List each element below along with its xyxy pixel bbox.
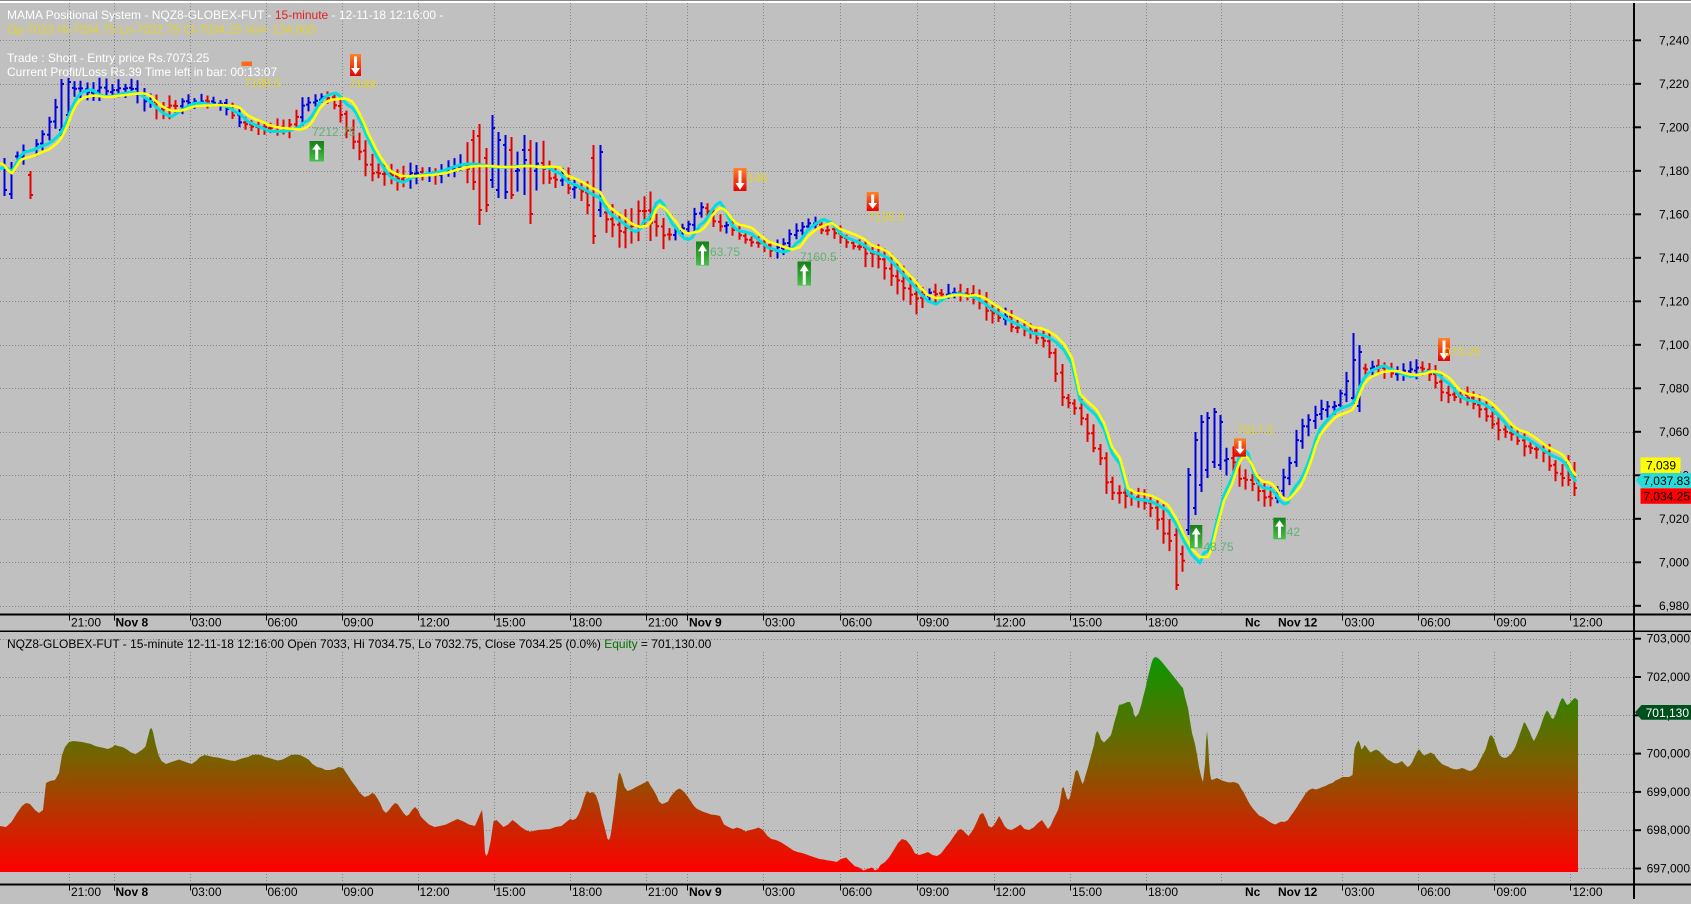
svg-text:18:00: 18:00 (1148, 885, 1178, 899)
svg-text:12:00: 12:00 (420, 885, 450, 899)
svg-text:7,200: 7,200 (1659, 120, 1689, 134)
svg-text:Op-7033 Hi-7034.75 Lo-7032.7: Op-7033 Hi-7034.75 Lo-7032.75 Cl-7034.25… (7, 23, 316, 37)
svg-text:701,130: 701,130 (1646, 706, 1690, 720)
svg-text:7,140: 7,140 (1659, 251, 1689, 265)
svg-text:21:00: 21:00 (648, 885, 678, 899)
svg-text:03:00: 03:00 (1345, 885, 1375, 899)
svg-text:18:00: 18:00 (1148, 616, 1178, 630)
svg-text:7,240: 7,240 (1659, 33, 1689, 47)
svg-text:09:00: 09:00 (344, 885, 374, 899)
svg-text:7135.5: 7135.5 (868, 210, 905, 224)
svg-text:12:00: 12:00 (1573, 885, 1603, 899)
svg-text:700,000: 700,000 (1647, 747, 1691, 761)
svg-text:Trade : Short - Entry price Rs: Trade : Short - Entry price Rs.7073.25 (7, 51, 210, 65)
svg-text:698,000: 698,000 (1647, 823, 1691, 837)
svg-text:63.75: 63.75 (710, 245, 740, 259)
svg-text:146: 146 (748, 171, 768, 185)
svg-text:Nov 8: Nov 8 (116, 885, 149, 899)
svg-text:48.75: 48.75 (1204, 540, 1234, 554)
svg-text:03:00: 03:00 (765, 616, 795, 630)
svg-text:03:00: 03:00 (192, 885, 222, 899)
svg-text:7,180: 7,180 (1659, 164, 1689, 178)
svg-text:15:00: 15:00 (496, 616, 526, 630)
svg-text:15:00: 15:00 (1072, 616, 1102, 630)
svg-text:15:00: 15:00 (496, 885, 526, 899)
svg-text:7,100: 7,100 (1659, 338, 1689, 352)
svg-text:702,000: 702,000 (1647, 670, 1691, 684)
svg-text:09:00: 09:00 (919, 616, 949, 630)
svg-text:42: 42 (1287, 525, 1301, 539)
svg-text:21:00: 21:00 (648, 616, 678, 630)
svg-text:7,039: 7,039 (1646, 459, 1676, 473)
svg-text:06:00: 06:00 (268, 885, 298, 899)
svg-text:7,160: 7,160 (1659, 207, 1689, 221)
svg-text:12:00: 12:00 (420, 616, 450, 630)
svg-text:7,080: 7,080 (1659, 381, 1689, 395)
svg-text:21:00: 21:00 (71, 885, 101, 899)
svg-text:Nov 9: Nov 9 (689, 616, 722, 630)
svg-text:7,020: 7,020 (1659, 512, 1689, 526)
svg-text:7160.5: 7160.5 (800, 250, 837, 264)
svg-text:09:00: 09:00 (1497, 885, 1527, 899)
svg-text:12:00: 12:00 (996, 616, 1026, 630)
svg-text:18:00: 18:00 (572, 885, 602, 899)
svg-text:Nc: Nc (1245, 616, 1261, 630)
svg-text:7,034.25: 7,034.25 (1643, 490, 1690, 504)
svg-text:18:00: 18:00 (572, 616, 602, 630)
svg-text:703,000: 703,000 (1647, 632, 1691, 646)
svg-text:697,000: 697,000 (1647, 862, 1691, 876)
svg-text:MAMA Positional System - NQZ8-: MAMA Positional System - NQZ8-GLOBEX-FUT… (7, 8, 443, 22)
svg-text:Nov 12: Nov 12 (1278, 616, 1318, 630)
svg-text:7,220: 7,220 (1659, 77, 1689, 91)
svg-text:09:00: 09:00 (1497, 616, 1527, 630)
svg-text:7,000: 7,000 (1659, 555, 1689, 569)
svg-text:06:00: 06:00 (1421, 885, 1451, 899)
svg-text:06:00: 06:00 (842, 616, 872, 630)
svg-text:699,000: 699,000 (1647, 785, 1691, 799)
svg-text:NQZ8-GLOBEX-FUT - 15-minute 12: NQZ8-GLOBEX-FUT - 15-minute 12-11-18 12:… (7, 637, 712, 651)
svg-text:06:00: 06:00 (842, 885, 872, 899)
svg-text:7017.5: 7017.5 (1237, 423, 1274, 437)
svg-text:03:00: 03:00 (192, 616, 222, 630)
svg-text:7199: 7199 (349, 77, 376, 91)
svg-text:Nov 12: Nov 12 (1278, 885, 1318, 899)
svg-text:06:00: 06:00 (268, 616, 298, 630)
svg-text:073.25: 073.25 (1444, 345, 1481, 359)
svg-text:7212.75: 7212.75 (312, 125, 356, 139)
svg-text:21:00: 21:00 (71, 616, 101, 630)
svg-text:09:00: 09:00 (919, 885, 949, 899)
svg-text:Current Profit/Loss Rs.39 Time: Current Profit/Loss Rs.39 Time left in b… (7, 65, 277, 79)
svg-text:03:00: 03:00 (1345, 616, 1375, 630)
svg-text:7,037.83: 7,037.83 (1643, 474, 1690, 488)
svg-text:06:00: 06:00 (1421, 616, 1451, 630)
svg-text:Nc: Nc (1245, 885, 1261, 899)
svg-text:09:00: 09:00 (344, 616, 374, 630)
svg-text:6,980: 6,980 (1659, 599, 1689, 613)
svg-text:03:00: 03:00 (765, 885, 795, 899)
svg-text:7,060: 7,060 (1659, 425, 1689, 439)
svg-text:Nov 9: Nov 9 (689, 885, 722, 899)
svg-text:15:00: 15:00 (1072, 885, 1102, 899)
svg-text:12:00: 12:00 (1573, 616, 1603, 630)
svg-text:Nov 8: Nov 8 (116, 616, 149, 630)
svg-text:7,120: 7,120 (1659, 294, 1689, 308)
svg-text:12:00: 12:00 (996, 885, 1026, 899)
